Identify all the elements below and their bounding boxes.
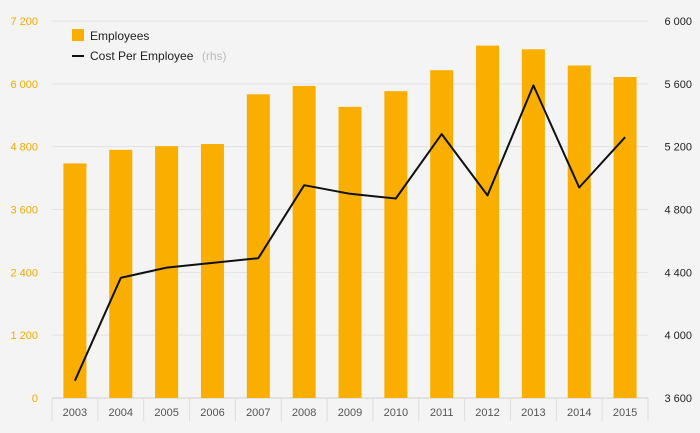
legend-swatch-employees xyxy=(72,29,84,41)
right-tick-label: 5 600 xyxy=(664,79,692,91)
employees-bars xyxy=(63,45,637,399)
left-tick-label: 4 800 xyxy=(10,142,38,154)
legend: Employees Cost Per Employee (rhs) xyxy=(72,29,227,64)
left-tick-label: 6 000 xyxy=(10,79,38,91)
bar-employees-2015 xyxy=(613,77,637,398)
left-tick-label: 0 xyxy=(32,393,38,405)
x-tick-label: 2011 xyxy=(430,407,454,419)
x-tick-label: 2005 xyxy=(154,407,178,419)
bar-employees-2010 xyxy=(384,91,408,399)
legend-label-cost-per-employee: Cost Per Employee (rhs) xyxy=(90,47,227,64)
legend-label-employees: Employees xyxy=(90,29,149,43)
x-tick-label: 2015 xyxy=(613,407,637,419)
left-tick-label: 2 400 xyxy=(10,267,38,279)
bar-employees-2012 xyxy=(476,45,500,399)
bar-employees-2011 xyxy=(430,70,454,398)
legend-label-cost-per-employee-suffix: (rhs) xyxy=(202,49,227,63)
right-tick-label: 4 400 xyxy=(664,267,692,279)
bar-employees-2003 xyxy=(63,163,87,398)
x-tick-label: 2010 xyxy=(384,407,408,419)
right-tick-label: 4 000 xyxy=(664,330,692,342)
left-tick-label: 1 200 xyxy=(10,330,38,342)
right-tick-label: 3 600 xyxy=(664,393,692,405)
x-tick-label: 2012 xyxy=(475,407,499,419)
right-axis-ticks: 3 600 4 000 4 400 4 800 5 200 5 600 6 000 xyxy=(664,16,692,405)
x-tick-label: 2009 xyxy=(338,407,362,419)
right-tick-label: 4 800 xyxy=(664,205,692,217)
x-axis-ticks: 2003 2004 2005 2006 2007 2008 2009 2010 2011 2012… xyxy=(51,398,649,421)
bar-employees-2013 xyxy=(521,49,545,399)
bar-employees-2007 xyxy=(246,94,270,399)
x-tick-label: 2013 xyxy=(521,407,545,419)
right-tick-label: 5 200 xyxy=(664,142,692,154)
line-cost-per-employee xyxy=(73,84,626,382)
left-tick-label: 7 200 xyxy=(10,16,38,28)
x-tick-label: 2004 xyxy=(109,407,133,419)
right-tick-label: 6 000 xyxy=(664,16,692,28)
left-axis-ticks: 0 1 200 2 400 3 600 4 800 6 000 7 200 xyxy=(10,16,38,405)
bar-employees-2006 xyxy=(200,144,224,398)
x-tick-label: 2003 xyxy=(63,407,87,419)
x-tick-label: 2014 xyxy=(567,407,591,419)
x-tick-label: 2007 xyxy=(246,407,270,419)
left-tick-label: 3 600 xyxy=(10,205,38,217)
cost-per-employee-line xyxy=(73,84,626,382)
bar-employees-2014 xyxy=(567,65,591,398)
x-tick-label: 2006 xyxy=(200,407,224,419)
bar-employees-2009 xyxy=(338,106,362,398)
bar-employees-2005 xyxy=(155,146,179,398)
legend-label-cost-per-employee-name: Cost Per Employee xyxy=(90,49,194,63)
bar-employees-2004 xyxy=(109,149,133,398)
x-tick-label: 2008 xyxy=(292,407,316,419)
bar-employees-2008 xyxy=(292,85,316,398)
